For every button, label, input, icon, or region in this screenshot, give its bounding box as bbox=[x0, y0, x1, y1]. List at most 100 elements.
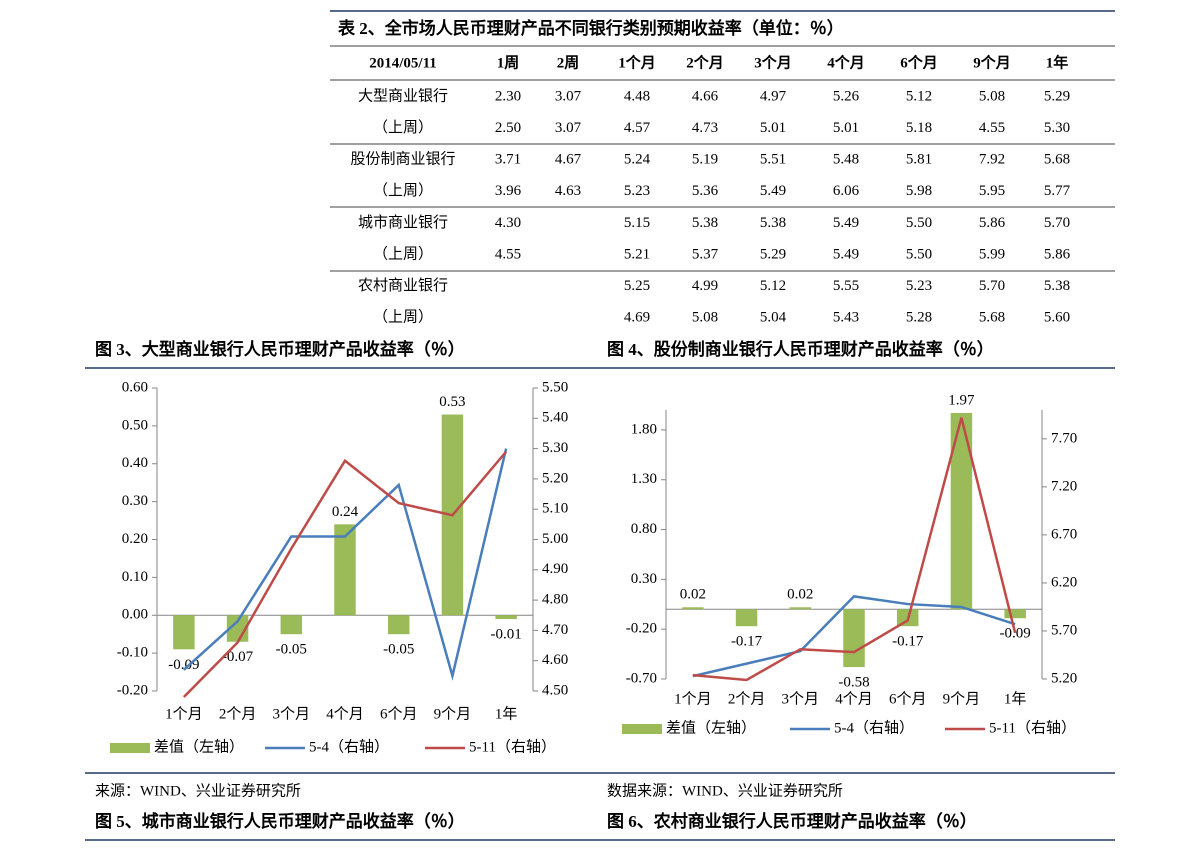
legend-swatch bbox=[622, 724, 662, 734]
y-tick-label: 1.30 bbox=[631, 471, 657, 487]
y-tick-label: 4.50 bbox=[542, 682, 568, 698]
table-cell: 5.21 bbox=[624, 246, 650, 262]
y-tick-label: 0.00 bbox=[122, 607, 148, 623]
table-cell: 3.07 bbox=[555, 120, 582, 136]
table-cell: 5.81 bbox=[906, 152, 932, 168]
table-cell: 5.15 bbox=[624, 215, 650, 231]
table-cell: 5.36 bbox=[692, 183, 719, 199]
y-tick-label: 7.70 bbox=[1051, 430, 1077, 446]
y-tick-label: 7.20 bbox=[1051, 478, 1077, 494]
table-cell: 4.55 bbox=[495, 246, 521, 262]
bar bbox=[735, 609, 758, 627]
table-cell: 5.68 bbox=[1044, 152, 1070, 168]
x-tick-label: 9个月 bbox=[434, 705, 472, 722]
legend-label: 差值（左轴） bbox=[666, 719, 756, 736]
y-tick-label: 0.40 bbox=[122, 455, 148, 471]
table-header-cell: 2个月 bbox=[686, 53, 724, 71]
y-tick-label: 0.30 bbox=[631, 571, 657, 587]
table-cell: 5.29 bbox=[1044, 88, 1070, 104]
table-cell: 5.70 bbox=[979, 278, 1005, 294]
table-cell: 5.99 bbox=[979, 246, 1005, 262]
table-cell: 5.43 bbox=[833, 310, 859, 326]
y-tick-label: 4.70 bbox=[542, 622, 568, 638]
x-tick-label: 3个月 bbox=[782, 690, 820, 707]
table-header-cell: 1个月 bbox=[618, 53, 656, 71]
table-cell: 5.12 bbox=[906, 88, 932, 104]
table-cell: 5.26 bbox=[833, 88, 860, 104]
table-cell: 4.55 bbox=[979, 120, 1005, 136]
line-series bbox=[183, 448, 508, 681]
data-label: -0.07 bbox=[222, 649, 254, 665]
y-tick-label: 0.10 bbox=[122, 569, 148, 585]
bar bbox=[1004, 609, 1026, 619]
table-header-cell: 6个月 bbox=[900, 53, 938, 71]
data-label: 0.02 bbox=[680, 587, 706, 603]
table-header-cell: 2周 bbox=[557, 54, 580, 71]
x-tick-label: 1年 bbox=[1004, 690, 1027, 707]
y-tick-label: 0.30 bbox=[122, 493, 148, 509]
x-tick-label: 3个月 bbox=[273, 705, 311, 722]
table-cell: 5.01 bbox=[760, 120, 786, 136]
table-cell: 大型商业银行 bbox=[358, 87, 448, 104]
table-cell: 2.50 bbox=[495, 120, 521, 136]
table-cell: 5.86 bbox=[979, 215, 1006, 231]
table-cell: 4.97 bbox=[760, 88, 787, 104]
table-title: 表 2、全市场人民币理财产品不同银行类别预期收益率（单位：％） bbox=[338, 18, 844, 38]
bar bbox=[950, 412, 973, 610]
table-cell: 5.23 bbox=[906, 278, 932, 294]
figure-caption: 图 3、大型商业银行人民币理财产品收益率（％） bbox=[95, 339, 465, 359]
y-tick-label: 6.70 bbox=[1051, 526, 1077, 542]
y-tick-label: 5.10 bbox=[542, 501, 568, 517]
table-header-cell: 3个月 bbox=[754, 53, 792, 71]
data-label: 0.24 bbox=[332, 504, 359, 520]
table-cell: 5.55 bbox=[833, 278, 859, 294]
table-header-cell: 9个月 bbox=[973, 53, 1011, 71]
data-label: 0.53 bbox=[439, 394, 465, 410]
table-cell: 4.99 bbox=[692, 278, 718, 294]
table-cell: 5.70 bbox=[1044, 215, 1070, 231]
x-tick-label: 4个月 bbox=[835, 690, 873, 707]
table-cell: 4.67 bbox=[555, 152, 582, 168]
legend-label: 5-11（右轴） bbox=[469, 738, 556, 755]
data-label: -0.01 bbox=[491, 626, 522, 642]
table-cell: 5.08 bbox=[979, 88, 1005, 104]
table-cell: 3.96 bbox=[495, 183, 522, 199]
bar bbox=[387, 615, 410, 635]
y-tick-label: 4.80 bbox=[542, 592, 568, 608]
table-cell: 城市商业银行 bbox=[358, 214, 448, 231]
table-cell: 5.98 bbox=[906, 183, 932, 199]
table-cell: （上周） bbox=[373, 182, 433, 199]
table-cell: 5.01 bbox=[833, 120, 859, 136]
line-series bbox=[182, 450, 508, 698]
table-cell: 5.24 bbox=[624, 152, 651, 168]
table-cell: 4.66 bbox=[692, 88, 719, 104]
table-cell: 3.71 bbox=[495, 152, 521, 168]
table-cell: 5.50 bbox=[906, 215, 932, 231]
table-cell: 5.51 bbox=[760, 152, 786, 168]
table-header-cell: 1年 bbox=[1046, 53, 1069, 71]
y-tick-label: 5.50 bbox=[542, 379, 568, 395]
table-cell: 5.86 bbox=[1044, 246, 1071, 262]
y-tick-label: -0.10 bbox=[117, 645, 148, 661]
y-tick-label: 0.50 bbox=[122, 417, 148, 433]
source-note: 数据来源：WIND、兴业证券研究所 bbox=[607, 782, 843, 799]
table-cell: 5.38 bbox=[760, 215, 786, 231]
y-tick-label: 4.90 bbox=[542, 561, 568, 577]
table-header-cell: 1周 bbox=[497, 54, 520, 71]
legend-label: 差值（左轴） bbox=[154, 738, 244, 755]
x-tick-label: 2个月 bbox=[219, 705, 257, 722]
bar bbox=[173, 615, 195, 650]
data-label: -0.09 bbox=[1000, 626, 1031, 642]
x-tick-label: 6个月 bbox=[889, 690, 927, 707]
bar bbox=[789, 607, 812, 610]
table-cell: 5.68 bbox=[979, 310, 1005, 326]
table-cell: 5.49 bbox=[760, 183, 786, 199]
data-label: -0.58 bbox=[838, 674, 869, 690]
table-cell: 5.29 bbox=[760, 246, 786, 262]
y-tick-label: 0.60 bbox=[122, 379, 148, 395]
table-cell: 6.06 bbox=[833, 183, 860, 199]
source-note: 来源：WIND、兴业证券研究所 bbox=[95, 782, 301, 799]
table-cell: 5.30 bbox=[1044, 120, 1070, 136]
table-cell: 2.30 bbox=[495, 88, 521, 104]
table-cell: （上周） bbox=[373, 245, 433, 262]
